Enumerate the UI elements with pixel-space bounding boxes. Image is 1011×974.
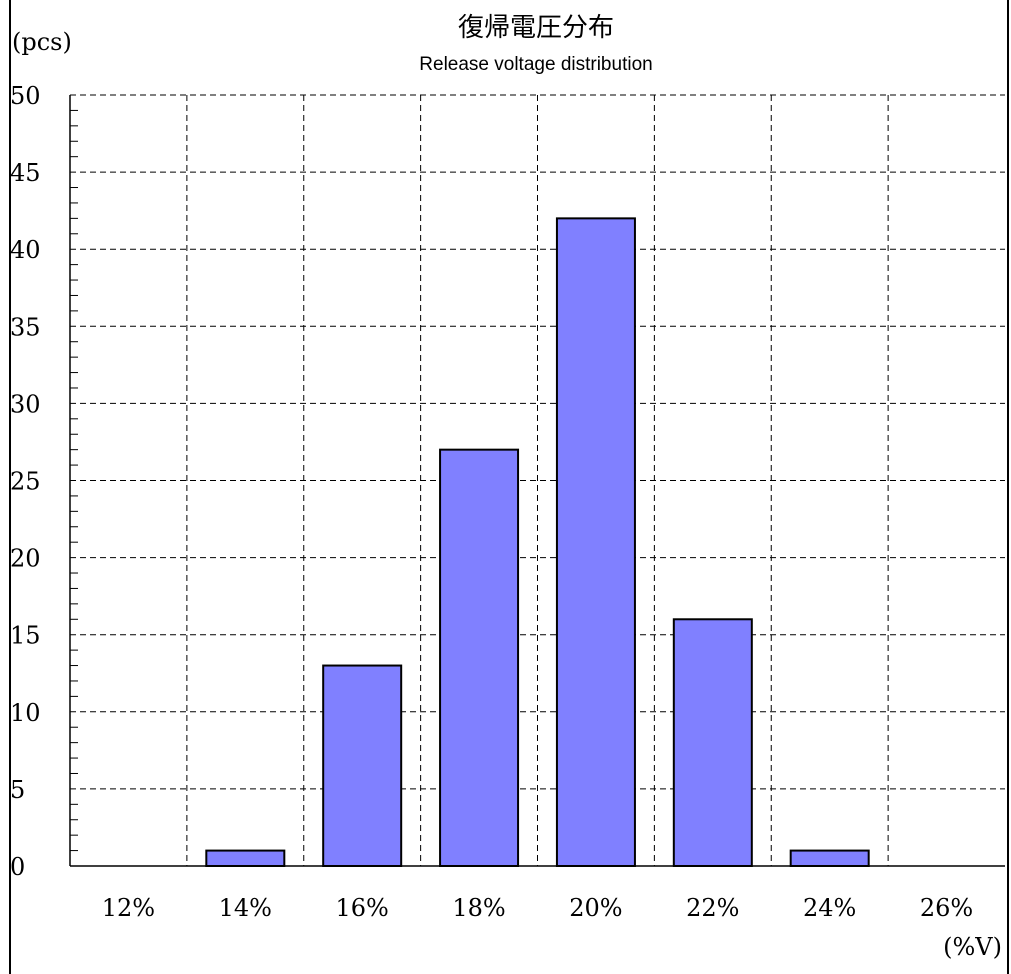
- bar-22pct: [672, 618, 753, 868]
- x-tick-label: 24%: [803, 894, 856, 922]
- y-tick-label: 40: [10, 236, 41, 264]
- y-tick-label: 30: [10, 390, 41, 418]
- grid-lines: [70, 94, 1005, 866]
- bar-16pct: [322, 664, 403, 867]
- y-axis-label: (pcs): [12, 28, 72, 56]
- x-tick-label: 16%: [336, 894, 389, 922]
- minor-ticks: [70, 109, 78, 852]
- y-tick-label: 50: [10, 82, 41, 110]
- x-tick-label: 12%: [102, 894, 155, 922]
- x-tick-label: 20%: [569, 894, 622, 922]
- y-tick-label: 10: [10, 699, 41, 727]
- bar-14pct: [205, 849, 286, 868]
- bar-18pct: [439, 448, 520, 867]
- x-tick-label: 26%: [920, 894, 973, 922]
- y-tick-label: 15: [10, 622, 41, 650]
- x-axis-label: (%V): [943, 933, 1002, 961]
- x-tick-label: 22%: [686, 894, 739, 922]
- bars: [205, 217, 870, 868]
- axes: [69, 95, 1005, 867]
- chart-subtitle: Release voltage distribution: [419, 54, 652, 75]
- x-tick-label: 14%: [219, 894, 272, 922]
- bar-24pct: [789, 849, 870, 868]
- chart-title: 復帰電圧分布: [458, 13, 614, 43]
- y-tick-label: 25: [10, 468, 41, 496]
- y-tick-label: 35: [10, 313, 41, 341]
- x-tick-labels: 12% 14% 16% 18% 20% 22% 24% 26%: [102, 894, 973, 922]
- bar-20pct: [555, 217, 636, 868]
- y-tick-label: 20: [10, 545, 41, 573]
- y-tick-label: 45: [10, 159, 41, 187]
- x-tick-label: 18%: [452, 894, 505, 922]
- y-tick-label: 0: [10, 853, 25, 881]
- y-tick-labels: 0 5 10 15 20 25 30 35 40 45 50: [10, 82, 41, 881]
- y-tick-label: 5: [10, 776, 25, 804]
